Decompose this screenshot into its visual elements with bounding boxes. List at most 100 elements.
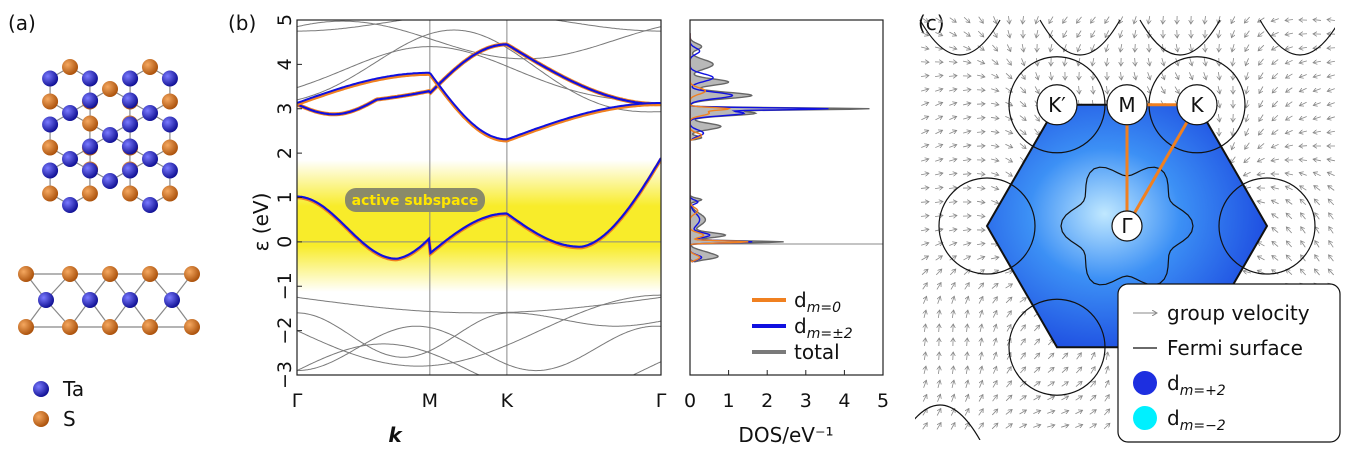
ta-atom: [161, 70, 178, 87]
velocity-arrow: [976, 243, 985, 244]
velocity-arrow: [1315, 255, 1320, 262]
s-atom: [62, 319, 78, 335]
velocity-arrow: [1061, 353, 1067, 360]
velocity-arrow: [924, 324, 925, 333]
velocity-arrow: [1218, 100, 1220, 108]
velocity-arrow: [1232, 142, 1235, 149]
velocity-arrow: [1205, 43, 1206, 52]
velocity-arrow: [924, 310, 926, 318]
velocity-arrow: [1089, 410, 1097, 415]
lower-band: [297, 343, 661, 375]
velocity-arrow: [1299, 102, 1307, 105]
velocity-arrow: [952, 366, 953, 375]
velocity-arrow: [1272, 214, 1279, 219]
velocity-arrow: [1246, 114, 1248, 122]
atom-lattice: [18, 59, 200, 335]
velocity-arrow: [1218, 29, 1219, 38]
velocity-arrow: [978, 296, 983, 304]
velocity-arrow: [1008, 30, 1010, 38]
upper-band-dm0: [297, 42, 661, 117]
velocity-arrow: [923, 296, 926, 304]
velocity-arrow: [1120, 43, 1122, 52]
velocity-arrow: [962, 159, 971, 160]
velocity-arrow: [977, 30, 984, 37]
velocity-arrow: [994, 324, 997, 332]
s-atom: [142, 319, 158, 335]
velocity-arrow: [1105, 30, 1109, 37]
velocity-arrow: [952, 296, 955, 304]
velocity-arrow: [1019, 298, 1026, 303]
velocity-arrow: [1019, 381, 1026, 387]
velocity-arrow: [921, 256, 929, 261]
velocity-arrow: [935, 159, 943, 161]
panel-label-a: (a): [8, 11, 36, 35]
velocity-arrow: [980, 366, 982, 374]
velocity-arrow: [1285, 47, 1293, 50]
velocity-arrow: [1036, 72, 1039, 80]
point-kp-label: K′: [1048, 93, 1066, 117]
velocity-arrow: [1089, 424, 1097, 429]
velocity-arrow: [1005, 130, 1012, 133]
velocity-arrow: [1257, 158, 1265, 161]
velocity-arrow: [1286, 255, 1293, 262]
velocity-arrow: [964, 283, 969, 290]
velocity-arrow: [1190, 43, 1191, 52]
fermi-pocket: [1218, 177, 1316, 275]
velocity-arrow: [1327, 131, 1335, 132]
velocity-arrow: [1106, 57, 1107, 66]
point-g-marker: [1111, 210, 1143, 242]
velocity-arrow: [1301, 241, 1306, 248]
velocity-arrow: [977, 45, 985, 51]
velocity-arrow: [1020, 325, 1026, 332]
velocity-arrow: [991, 89, 999, 91]
velocity-arrow: [964, 423, 969, 430]
velocity-arrow: [1034, 339, 1039, 346]
velocity-arrow: [1006, 58, 1012, 65]
bz-legend-box: [1117, 283, 1341, 443]
velocity-arrow: [991, 73, 998, 78]
velocity-arrow: [1272, 114, 1279, 120]
gamma-m-k-path: [1125, 103, 1200, 232]
velocity-arrow: [922, 394, 927, 402]
velocity-arrow: [1299, 146, 1308, 147]
bz-legend-label: group velocity: [1167, 301, 1310, 325]
ta-atom: [62, 197, 78, 213]
velocity-arrow: [1064, 44, 1067, 52]
y-tick-label: −1: [274, 272, 296, 300]
point-g-label: Γ: [1121, 214, 1133, 238]
velocity-arrow: [1259, 72, 1264, 80]
fermi-arc: [1259, 19, 1335, 56]
velocity-arrow: [1204, 58, 1206, 66]
velocity-arrow: [1005, 73, 1012, 78]
velocity-arrow: [1314, 186, 1321, 191]
velocity-arrow: [938, 310, 939, 319]
ta-legend-label: Ta: [62, 377, 84, 401]
velocity-arrow: [1285, 186, 1293, 189]
velocity-arrow: [1103, 423, 1110, 430]
velocity-arrow: [963, 117, 971, 119]
velocity-arrow: [1005, 271, 1013, 273]
velocity-arrow: [1286, 213, 1293, 220]
ta-atom: [161, 116, 178, 133]
band-x-axis-label: k: [388, 423, 403, 447]
velocity-arrow: [921, 47, 929, 49]
velocity-arrow: [992, 310, 997, 318]
band-y-axis-label: ε (eV): [249, 193, 273, 252]
velocity-arrow: [963, 243, 971, 245]
ta-atom: [81, 162, 98, 179]
ta-atom: [164, 292, 180, 308]
ta-atom: [82, 292, 98, 308]
velocity-arrow: [1033, 325, 1039, 332]
dos-x-axis-label: DOS/eV⁻¹: [738, 423, 833, 447]
velocity-arrow: [921, 89, 929, 91]
velocity-arrow: [1245, 44, 1250, 52]
ta-atom: [121, 92, 138, 109]
ta-atom: [82, 92, 99, 109]
velocity-arrow: [1005, 395, 1012, 402]
velocity-arrow: [1218, 86, 1220, 94]
velocity-arrow: [1148, 58, 1150, 66]
velocity-arrow: [1176, 43, 1178, 52]
velocity-arrow: [1327, 117, 1335, 119]
velocity-arrow: [1257, 256, 1265, 261]
